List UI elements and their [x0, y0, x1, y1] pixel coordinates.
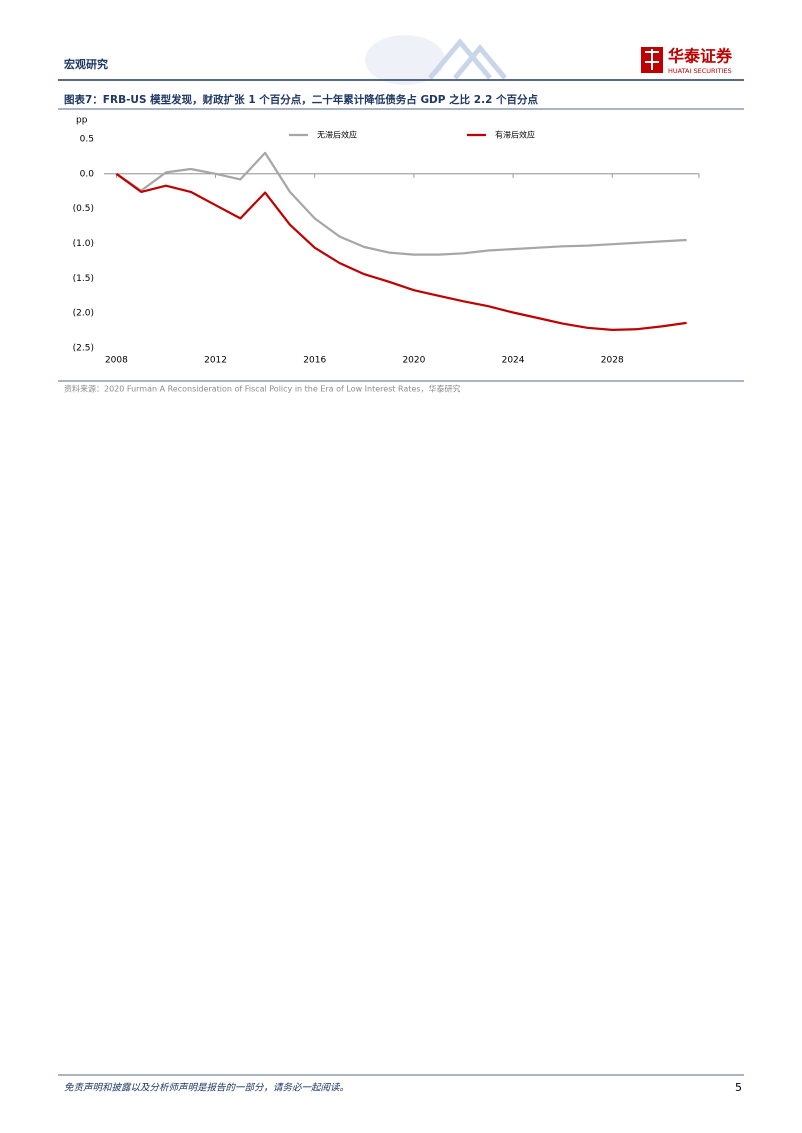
legend-label: 有滞后效应 [495, 130, 535, 140]
header: 宏观研究 华泰证券 HUATAI SECURITIES [58, 35, 744, 85]
legend-label: 无滞后效应 [317, 130, 357, 140]
logo-text: 华泰证券 [668, 47, 733, 66]
x-tick-label: 2008 [105, 356, 128, 366]
decoration [365, 35, 445, 85]
y-axis-label: pp [76, 116, 88, 126]
y-tick-label: (0.5) [73, 204, 94, 214]
y-tick-label: 0.5 [80, 135, 94, 145]
logo-icon-mark [645, 49, 659, 70]
logo-subtext: HUATAI SECURITIES [668, 67, 732, 75]
x-tick-label: 2020 [402, 356, 425, 366]
x-tick-label: 2016 [303, 356, 326, 366]
x-tick-label: 2012 [204, 356, 227, 366]
x-tick-label: 2028 [601, 356, 624, 366]
y-tick-label: (2.0) [73, 309, 94, 319]
y-tick-label: 0.0 [80, 169, 95, 179]
series-line [115, 151, 687, 256]
x-tick-label: 2024 [502, 356, 525, 366]
y-tick-label: (2.5) [73, 344, 94, 354]
source-note: 资料来源：2020 Furman A Reconsideration of Fi… [64, 384, 461, 394]
section-name: 宏观研究 [64, 57, 108, 71]
decoration [428, 38, 507, 80]
figure-title: 图表7：FRB-US 模型发现，财政扩张 1 个百分点，二十年累计降低债务占 G… [64, 93, 539, 106]
disclaimer: 免责声明和披露以及分析师声明是报告的一部分，请务必一起阅读。 [64, 1082, 349, 1094]
chart: pp 0.5 0.0 (0.5) (1.0) (1.5) (2.0) (2.5) 2008 201… [73, 116, 700, 366]
y-tick-label: (1.5) [73, 274, 94, 284]
series-line [115, 172, 687, 331]
y-tick-label: (1.0) [73, 239, 94, 249]
page-number: 5 [735, 1081, 742, 1094]
